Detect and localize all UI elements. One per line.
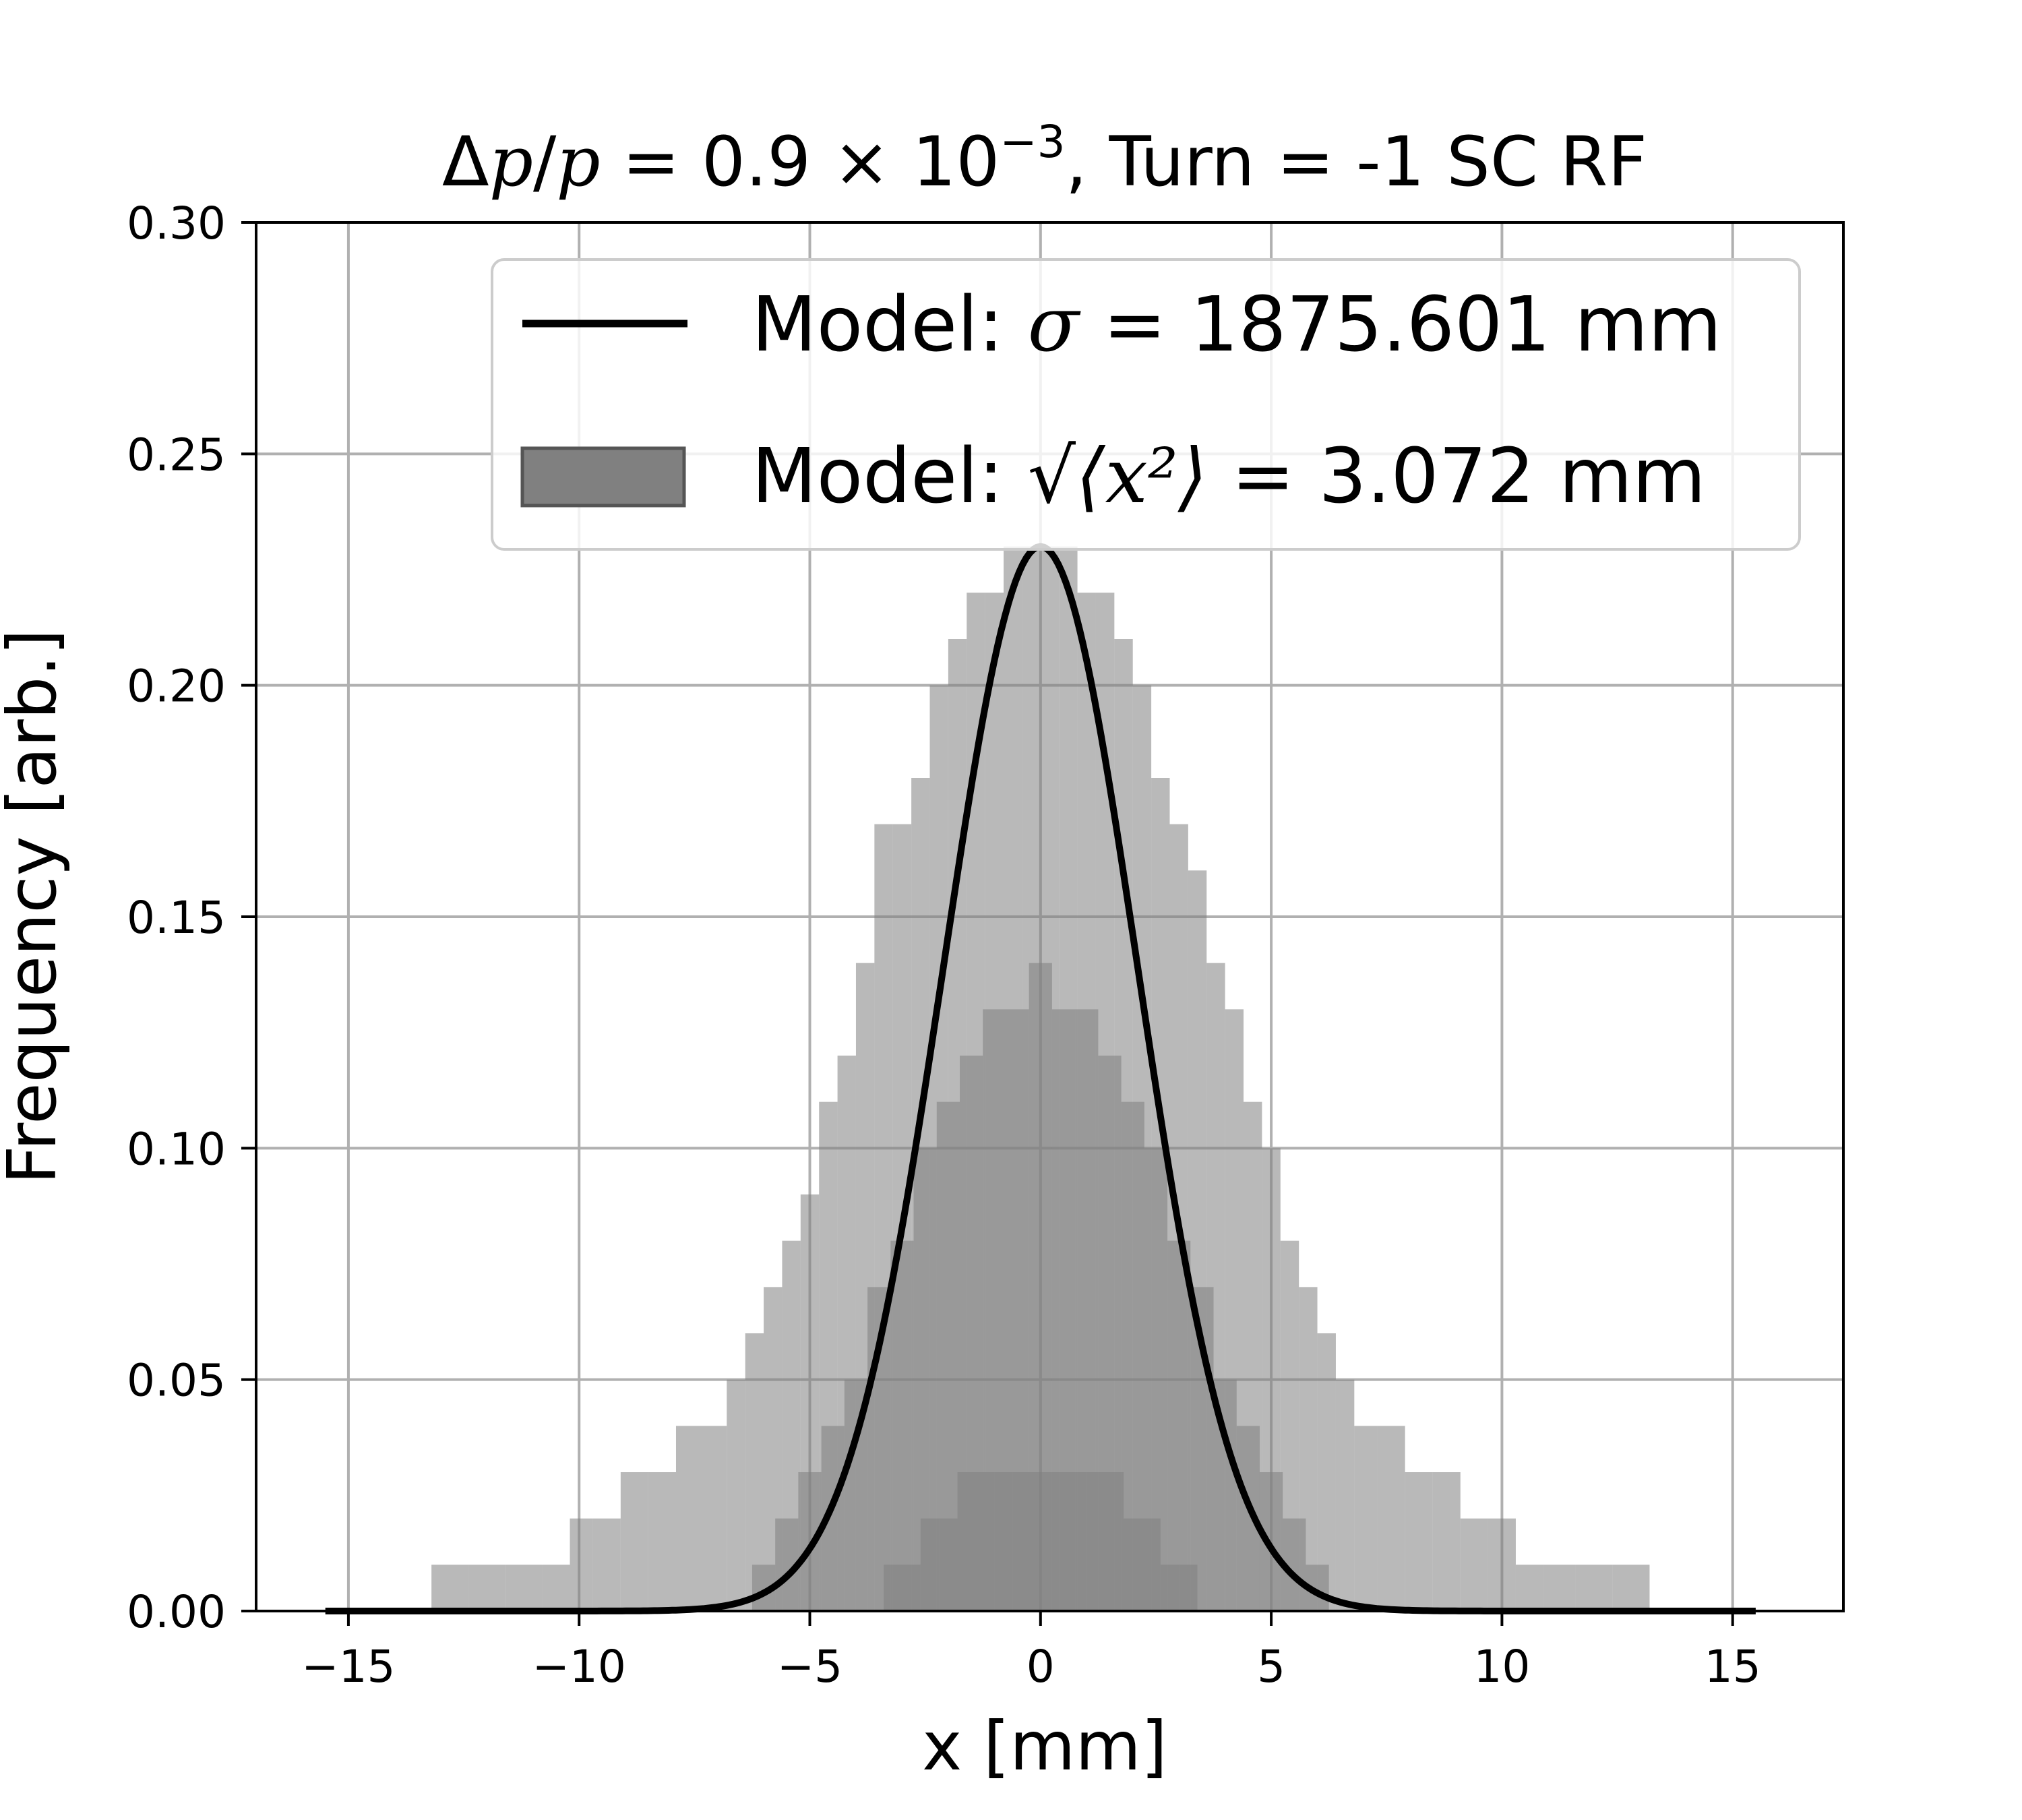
- y-tick-label: 0.00: [127, 1586, 226, 1638]
- x-tick-label: 10: [1473, 1641, 1530, 1693]
- histogram-bar: [975, 1472, 995, 1611]
- histogram-bar: [1460, 1518, 1488, 1611]
- x-tick-label: −15: [301, 1641, 395, 1693]
- histogram-bar: [1488, 1518, 1516, 1611]
- histogram-bar: [1405, 1472, 1433, 1611]
- legend-box: [491, 258, 1801, 551]
- legend-label-model-rms: Model: √⟨x²⟩ = 3.072 mm: [752, 433, 1706, 520]
- x-axis-ticks: −15 −10 −5 0 5 10 15: [301, 1611, 1761, 1693]
- histogram-bar: [902, 1565, 921, 1611]
- histogram-bar: [1167, 1240, 1191, 1611]
- histogram-bar: [1142, 1518, 1161, 1611]
- histogram-bar: [1612, 1565, 1650, 1611]
- legend: Model: σ = 1875.601 mm Model: √⟨x²⟩ = 3.…: [491, 258, 1801, 551]
- histogram-bar: [468, 1565, 506, 1611]
- x-axis-label: x [mm]: [922, 1707, 1167, 1786]
- y-axis-label: Frequency [arb.]: [0, 629, 71, 1184]
- y-tick-label: 0.10: [127, 1123, 226, 1175]
- chart-title: Δp/p = 0.9 × 10−3, Turn = -1 SC RF: [442, 116, 1647, 202]
- y-axis-ticks: 0.00 0.05 0.10 0.15 0.20 0.25 0.30: [127, 198, 256, 1638]
- histogram-bar: [431, 1565, 468, 1611]
- x-tick-label: −5: [777, 1641, 842, 1693]
- y-tick-label: 0.30: [127, 198, 226, 249]
- histogram-bar: [1160, 1565, 1180, 1611]
- histogram-bar: [1012, 1472, 1032, 1611]
- histogram-bar: [920, 1518, 940, 1611]
- histogram-bar: [1179, 1565, 1198, 1611]
- y-tick-label: 0.05: [127, 1355, 226, 1407]
- histogram-bar: [704, 1426, 727, 1611]
- histogram-bar: [1377, 1426, 1405, 1611]
- histogram-bar: [675, 1426, 704, 1611]
- histogram-bar: [1432, 1472, 1461, 1611]
- legend-label-model-sigma: Model: σ = 1875.601 mm: [752, 281, 1721, 369]
- histogram-bar: [1124, 1518, 1142, 1611]
- x-tick-label: 15: [1705, 1641, 1761, 1693]
- histogram-bars: [431, 546, 1650, 1612]
- histogram-bar: [542, 1565, 570, 1611]
- histogram-bar: [592, 1518, 621, 1611]
- histogram-bar: [570, 1518, 593, 1611]
- histogram-bar: [505, 1565, 543, 1611]
- y-tick-label: 0.15: [127, 892, 226, 944]
- legend-patch-swatch: [520, 446, 686, 508]
- x-tick-label: 0: [1027, 1641, 1055, 1693]
- histogram-bar: [1049, 1472, 1068, 1611]
- histogram-bar: [1068, 1472, 1087, 1611]
- x-tick-label: 5: [1257, 1641, 1285, 1693]
- histogram-bar: [1575, 1565, 1613, 1611]
- y-tick-label: 0.25: [127, 429, 226, 481]
- histogram-bar: [890, 1240, 914, 1611]
- histogram-bar: [727, 1379, 745, 1611]
- histogram-bar: [939, 1518, 958, 1611]
- histogram-bar: [1543, 1565, 1576, 1611]
- histogram-bar: [884, 1565, 902, 1611]
- histogram-bar: [620, 1472, 648, 1611]
- y-tick-label: 0.20: [127, 661, 226, 712]
- histogram-bar: [1031, 1472, 1050, 1611]
- histogram-bar: [1515, 1565, 1544, 1611]
- x-tick-label: −10: [532, 1641, 626, 1693]
- histogram-bar: [1335, 1379, 1355, 1611]
- histogram-bar: [957, 1472, 976, 1611]
- histogram-bar: [1354, 1426, 1378, 1611]
- histogram-bar: [1105, 1472, 1124, 1611]
- histogram-bar: [648, 1472, 676, 1611]
- histogram-bar: [1086, 1472, 1105, 1611]
- histogram-bar: [994, 1472, 1013, 1611]
